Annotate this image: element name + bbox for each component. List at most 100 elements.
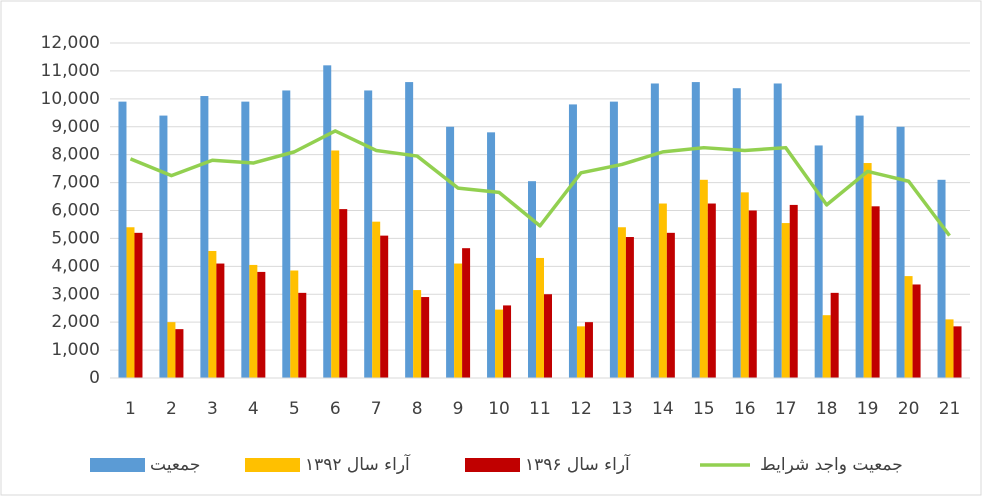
legend-swatch: [465, 458, 520, 472]
bar: [905, 276, 913, 378]
x-tick-label: 14: [652, 399, 674, 419]
y-tick-label: 6,000: [51, 201, 100, 221]
bar: [208, 251, 216, 378]
x-tick-label: 12: [570, 399, 592, 419]
bar: [823, 315, 831, 378]
bar: [585, 322, 593, 378]
bar: [749, 211, 757, 379]
chart: 01,0002,0003,0004,0005,0006,0007,0008,00…: [0, 0, 983, 497]
y-tick-label: 8,000: [51, 145, 100, 165]
bar: [241, 102, 249, 378]
bar: [290, 271, 298, 378]
bar: [569, 104, 577, 378]
x-tick-label: 18: [816, 399, 838, 419]
x-tick-label: 16: [734, 399, 756, 419]
bar: [708, 204, 716, 378]
bar: [618, 227, 626, 378]
x-tick-label: 11: [529, 399, 551, 419]
bar: [413, 290, 421, 378]
bar: [528, 181, 536, 378]
bar: [331, 150, 339, 378]
legend-label: آراء سال ۱۳۹۲: [305, 453, 411, 475]
bar: [372, 222, 380, 378]
bar: [626, 237, 634, 378]
bar: [815, 145, 823, 378]
bar: [364, 90, 372, 378]
bar: [831, 293, 839, 378]
x-tick-label: 1: [125, 399, 136, 419]
bar: [405, 82, 413, 378]
bar: [380, 236, 388, 378]
bar: [339, 209, 347, 378]
bar: [864, 163, 872, 378]
bar: [946, 319, 954, 378]
bar: [692, 82, 700, 378]
bar: [175, 329, 183, 378]
bar: [159, 116, 167, 378]
bar: [167, 322, 175, 378]
bar: [938, 180, 946, 378]
bar: [421, 297, 429, 378]
bar: [954, 326, 962, 378]
bar: [462, 248, 470, 378]
bar: [790, 205, 798, 378]
bar: [577, 326, 585, 378]
x-tick-label: 20: [898, 399, 920, 419]
bar: [741, 192, 749, 378]
bar: [126, 227, 134, 378]
x-tick-label: 13: [611, 399, 633, 419]
x-tick-label: 21: [939, 399, 961, 419]
x-tick-label: 5: [289, 399, 300, 419]
bar: [667, 233, 675, 378]
bar: [856, 116, 864, 378]
legend-swatch: [245, 458, 300, 472]
x-tick-label: 19: [857, 399, 879, 419]
bar: [536, 258, 544, 378]
legend-label: جمعیت واجد شرایط: [760, 455, 903, 475]
x-tick-label: 10: [488, 399, 510, 419]
bar: [700, 180, 708, 378]
legend-swatch: [90, 458, 145, 472]
bar: [659, 204, 667, 378]
x-tick-label: 17: [775, 399, 797, 419]
legend-label: آراء سال ۱۳۹۶: [525, 453, 631, 475]
x-tick-label: 8: [412, 399, 423, 419]
bar: [446, 127, 454, 378]
bar: [118, 102, 126, 378]
bar: [733, 88, 741, 378]
x-tick-label: 9: [453, 399, 464, 419]
y-tick-label: 10,000: [41, 89, 100, 109]
bar: [282, 90, 290, 378]
bar: [782, 223, 790, 378]
bar: [454, 264, 462, 378]
bar: [216, 264, 224, 378]
bar: [610, 102, 618, 378]
x-tick-label: 7: [371, 399, 382, 419]
bar: [487, 132, 495, 378]
bar: [503, 305, 511, 378]
bar: [249, 265, 257, 378]
y-tick-label: 7,000: [51, 173, 100, 193]
y-tick-label: 0: [89, 368, 100, 388]
bar: [323, 65, 331, 378]
y-tick-label: 1,000: [51, 340, 100, 360]
y-tick-label: 12,000: [41, 33, 100, 53]
bar: [495, 310, 503, 378]
bar: [298, 293, 306, 378]
bar: [872, 206, 880, 378]
y-tick-label: 2,000: [51, 312, 100, 332]
x-tick-label: 3: [207, 399, 218, 419]
bar: [544, 294, 552, 378]
y-tick-label: 3,000: [51, 284, 100, 304]
bar: [200, 96, 208, 378]
y-tick-label: 9,000: [51, 117, 100, 137]
y-tick-label: 11,000: [41, 61, 100, 81]
y-tick-label: 5,000: [51, 228, 100, 248]
x-tick-label: 6: [330, 399, 341, 419]
bar: [257, 272, 265, 378]
bar: [651, 83, 659, 378]
x-tick-label: 15: [693, 399, 715, 419]
bar: [774, 83, 782, 378]
x-tick-label: 2: [166, 399, 177, 419]
bar: [897, 127, 905, 378]
